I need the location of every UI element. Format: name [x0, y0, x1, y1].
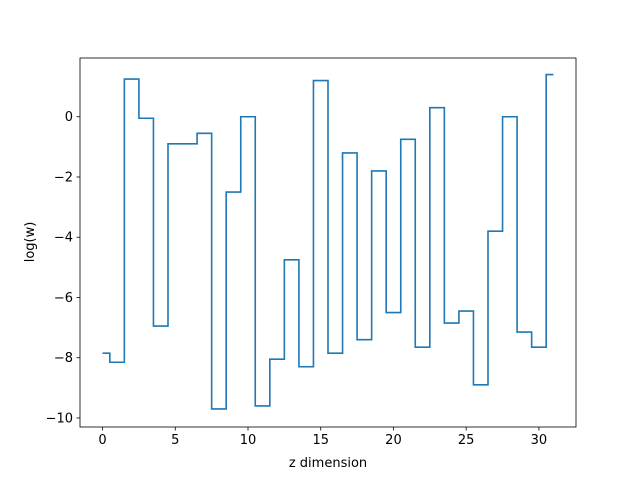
x-tick-label: 0 [98, 433, 106, 448]
x-axis-ticks: 0 5 10 15 20 25 30 [98, 427, 547, 448]
series-line-0 [102, 73, 554, 410]
axes-frame [79, 57, 577, 428]
x-axis-label: z dimension [289, 456, 367, 471]
x-tick-label: 5 [171, 433, 179, 448]
x-tick-label: 15 [312, 433, 329, 448]
y-axis-label: log(w) [23, 222, 38, 263]
x-tick-label: 20 [385, 433, 402, 448]
series-layer [102, 73, 554, 410]
y-tick-label: −4 [54, 231, 73, 246]
y-tick-label: −8 [54, 351, 73, 366]
x-tick-label: 25 [458, 433, 475, 448]
x-tick-label: 30 [531, 433, 548, 448]
x-tick-label: 10 [240, 433, 257, 448]
y-tick-label: −6 [54, 291, 73, 306]
y-tick-label: 0 [65, 110, 73, 125]
y-axis-ticks: −10 −8 −6 −4 −2 0 [46, 110, 80, 426]
y-tick-label: −10 [46, 411, 73, 426]
y-tick-label: −2 [54, 170, 73, 185]
